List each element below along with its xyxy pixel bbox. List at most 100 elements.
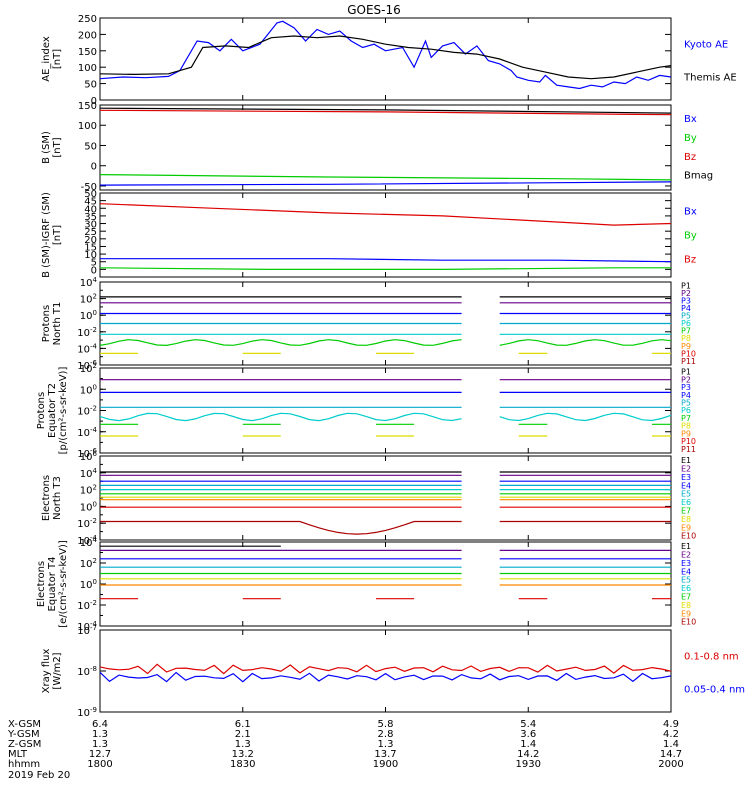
- y-tick-label: 100: [80, 383, 97, 396]
- panel-frame: [99, 192, 672, 278]
- y-tick-label: 0: [91, 265, 97, 276]
- y-tick-label: 45: [84, 197, 97, 208]
- y-tick-label: 150: [78, 101, 97, 112]
- row-label: Z-GSM: [8, 739, 41, 750]
- legend-e6: E6: [681, 584, 691, 593]
- series-line-0-1-0-8-nm: [99, 663, 672, 675]
- cell-mlt: 13.2: [232, 749, 254, 760]
- legend-e2: E2: [681, 551, 691, 560]
- y-tick-label: 20: [84, 235, 97, 246]
- y-tick-label: 10-9: [77, 706, 97, 719]
- series-line-bmag: [99, 107, 672, 114]
- legend-e9: E9: [681, 609, 691, 618]
- legend-p10: P10: [681, 437, 696, 446]
- cell-hhmm: 1930: [516, 759, 541, 770]
- cell-mlt: 12.7: [89, 749, 111, 760]
- series-line-p6: [99, 339, 462, 347]
- panel-frame: [99, 455, 672, 541]
- cell-z: 1.4: [663, 739, 679, 750]
- cell-y: 2.1: [235, 729, 251, 740]
- y-tick-label: 10-2: [77, 326, 97, 339]
- series-line-by: [99, 174, 672, 181]
- legend-e2: E2: [681, 465, 691, 474]
- y-tick-label: 10-2: [77, 599, 97, 612]
- cell-z: 1.3: [92, 739, 108, 750]
- series-line-bx: [100, 258, 672, 263]
- cell-z: 1.4: [520, 739, 536, 750]
- panel-frame: [99, 17, 672, 101]
- y-tick-label: 104: [80, 467, 98, 480]
- legend-by: By: [684, 231, 697, 242]
- y-axis-label: B (SM)-IGRF (SM)[nT]: [41, 192, 63, 278]
- legend-e7: E7: [681, 507, 691, 516]
- y-tick-label: 50: [84, 80, 97, 91]
- series-line-p4: [499, 412, 672, 422]
- y-tick-label: 35: [84, 212, 97, 223]
- y-tick-label: 10-2: [77, 405, 97, 418]
- legend-themis-ae: Themis AE: [683, 72, 737, 83]
- y-tick-label: 50: [84, 141, 97, 152]
- y-tick-label: 30: [84, 220, 97, 231]
- panel-xray: 10-7 10-8 10-9 Xray flux[W/m2] 0.1-0.8 nm 0.0…: [41, 624, 745, 719]
- legend-e3: E3: [681, 473, 691, 482]
- legend-p9: P9: [681, 429, 691, 438]
- y-tick-label: 102: [80, 362, 97, 375]
- row-label: Y-GSM: [7, 729, 40, 740]
- legend-p1: P1: [681, 368, 691, 377]
- y-tick-label: 100: [80, 309, 97, 322]
- legend-e1: E1: [681, 456, 691, 465]
- y-tick-label: 10-7: [77, 624, 97, 637]
- series-line-bz: [99, 109, 672, 116]
- y-tick-label: 10-4: [77, 342, 97, 355]
- row-label: X-GSM: [8, 719, 41, 730]
- y-tick-label: 102: [80, 484, 97, 497]
- legend-p5: P5: [681, 312, 691, 321]
- cell-z: 1.3: [378, 739, 394, 750]
- cell-x: 5.8: [378, 719, 394, 730]
- series-line-p4: [99, 412, 462, 422]
- y-tick-label: 100: [80, 578, 97, 591]
- row-label: MLT: [8, 749, 28, 760]
- legend-e8: E8: [681, 515, 691, 524]
- row-label: hhmm: [8, 759, 40, 770]
- cell-y: 3.6: [520, 729, 536, 740]
- cell-z: 1.3: [235, 739, 251, 750]
- legend-p11: P11: [681, 445, 696, 454]
- legend-p6: P6: [681, 319, 691, 328]
- legend-e6: E6: [681, 498, 691, 507]
- legend-0-1-0-8-nm: 0.1-0.8 nm: [684, 652, 739, 663]
- y-tick-label: 40: [84, 204, 97, 215]
- y-axis-label: AE_index[nT]: [41, 36, 63, 82]
- y-tick-label: 104: [80, 276, 98, 289]
- series-line-kyoto-ae: [99, 20, 672, 90]
- legend-e4: E4: [681, 567, 691, 576]
- y-tick-label: 100: [78, 121, 97, 132]
- panel-frame: [99, 541, 672, 627]
- legend-e9: E9: [681, 523, 691, 532]
- legend-by: By: [684, 133, 697, 144]
- y-tick-label: 200: [78, 30, 97, 41]
- y-axis-label: B (SM)[nT]: [41, 131, 63, 164]
- y-tick-label: 150: [78, 47, 97, 58]
- legend-p10: P10: [681, 349, 696, 358]
- legend-bx: Bx: [684, 207, 697, 218]
- y-axis-label: ElectronsEquator T4[e/(cm²-s-sr-keV)]: [36, 540, 69, 628]
- legend-p4: P4: [681, 304, 691, 313]
- cell-hhmm: 1900: [373, 759, 398, 770]
- legend-p8: P8: [681, 422, 691, 431]
- y-tick-label: 10-2: [77, 517, 97, 530]
- series-line-e10: [100, 520, 462, 535]
- y-axis-label: Xray flux[W/m2]: [41, 649, 63, 694]
- y-tick-label: -50: [81, 182, 97, 193]
- cell-x: 4.9: [663, 719, 679, 730]
- cell-mlt: 13.7: [374, 749, 396, 760]
- y-tick-label: 102: [80, 293, 97, 306]
- legend-e10: E10: [681, 532, 696, 541]
